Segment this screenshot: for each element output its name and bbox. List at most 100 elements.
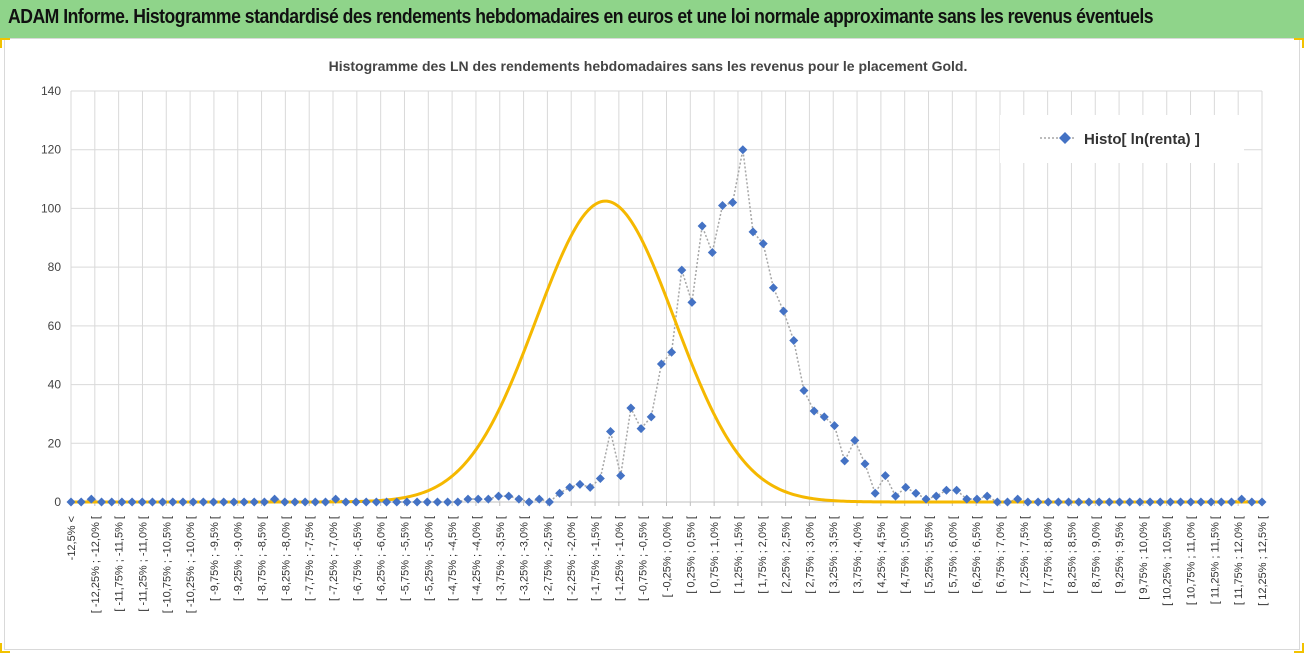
- data-point-marker: [972, 494, 982, 504]
- x-tick-label: [ -2,75% ; -2,5% [: [542, 516, 554, 601]
- data-point-marker: [86, 494, 96, 504]
- data-point-marker: [188, 497, 198, 507]
- x-tick-label: [ 5,25% ; 5,5% [: [924, 516, 936, 594]
- data-point-marker: [1125, 497, 1135, 507]
- x-tick-label: [ 9,25% ; 9,5% [: [1114, 516, 1126, 594]
- data-point-marker: [147, 497, 157, 507]
- data-point-marker: [66, 497, 76, 507]
- title-banner: ADAM Informe. Histogramme standardisé de…: [0, 0, 1304, 39]
- frame-corner-bottom-right: [1294, 643, 1304, 653]
- data-point-marker: [382, 497, 392, 507]
- data-point-marker: [1226, 497, 1236, 507]
- data-point-marker: [412, 497, 422, 507]
- x-tick-label: [ -11,25% ; -11,0% [: [137, 516, 149, 612]
- data-point-marker: [1196, 497, 1206, 507]
- data-point-marker: [911, 488, 921, 498]
- x-tick-label: [ 5,75% ; 6,0% [: [947, 516, 959, 594]
- chart-frame: [4, 38, 1300, 650]
- data-point-marker: [270, 494, 280, 504]
- data-point-marker: [320, 497, 330, 507]
- x-tick-label: [ 8,75% ; 9,0% [: [1090, 516, 1102, 594]
- x-tick-label: [ 4,75% ; 5,0% [: [900, 516, 912, 594]
- data-point-marker: [1033, 497, 1043, 507]
- data-point-marker: [1237, 494, 1247, 504]
- legend-diamond-marker: [1059, 132, 1071, 144]
- data-point-marker: [117, 497, 127, 507]
- x-tick-label: [ 12,25% ; 12,5% [: [1257, 516, 1269, 606]
- x-tick-label: [ -2,25% ; -2,0% [: [566, 516, 578, 601]
- data-point-marker: [443, 497, 453, 507]
- data-point-marker: [707, 247, 717, 257]
- data-point-marker: [1043, 497, 1053, 507]
- data-point-marker: [351, 497, 361, 507]
- x-tick-label: [ 4,25% ; 4,5% [: [876, 516, 888, 594]
- chart-title: Histogramme des LN des rendements hebdom…: [329, 58, 968, 74]
- data-point-marker: [819, 412, 829, 422]
- data-point-marker: [534, 494, 544, 504]
- data-point-marker: [809, 406, 819, 416]
- data-point-marker: [1206, 497, 1216, 507]
- y-tick-label: 120: [41, 143, 61, 157]
- x-tick-label: [ -3,75% ; -3,5% [: [495, 516, 507, 601]
- data-point-marker: [361, 497, 371, 507]
- data-point-marker: [483, 494, 493, 504]
- x-tick-label: [ 2,25% ; 2,5% [: [781, 516, 793, 594]
- data-point-marker: [1104, 497, 1114, 507]
- data-point-marker: [982, 491, 992, 501]
- legend-box: [1000, 115, 1244, 163]
- data-point-marker: [595, 474, 605, 484]
- data-point-marker: [371, 497, 381, 507]
- x-tick-label: [ -10,25% ; -10,0% [: [185, 516, 197, 613]
- data-point-marker: [880, 471, 890, 481]
- data-point-marker: [1094, 497, 1104, 507]
- data-point-marker: [768, 283, 778, 293]
- legend-label: Histo[ ln(renta) ]: [1084, 131, 1200, 148]
- data-point-marker: [870, 488, 880, 498]
- data-point-marker: [1176, 497, 1186, 507]
- frame-corner-bottom-left: [0, 643, 10, 653]
- data-point-marker: [300, 497, 310, 507]
- x-tick-label: [ -11,75% ; -11,5% [: [114, 516, 126, 612]
- data-point-marker: [249, 497, 259, 507]
- data-point-marker: [209, 497, 219, 507]
- x-tick-label: [ 8,25% ; 8,5% [: [1066, 516, 1078, 594]
- data-point-marker: [494, 491, 504, 501]
- data-point-marker: [1053, 497, 1063, 507]
- data-point-marker: [687, 297, 697, 307]
- x-tick-label: [ 10,75% ; 11,0% [: [1186, 516, 1198, 605]
- y-tick-label: 0: [54, 495, 61, 509]
- x-tick-label: [ 11,25% ; 11,5% [: [1209, 516, 1221, 604]
- data-point-marker: [656, 359, 666, 369]
- data-point-marker: [422, 497, 432, 507]
- data-point-marker: [341, 497, 351, 507]
- data-point-marker: [1247, 497, 1257, 507]
- data-point-marker: [97, 497, 107, 507]
- x-tick-label: [ 6,75% ; 7,0% [: [995, 516, 1007, 594]
- data-point-marker: [178, 497, 188, 507]
- data-point-marker: [432, 497, 442, 507]
- x-tick-label: [ -6,25% ; -6,0% [: [376, 516, 388, 601]
- data-point-marker: [331, 494, 341, 504]
- x-tick-label: [ 7,25% ; 7,5% [: [1019, 516, 1031, 594]
- data-point-marker: [127, 497, 137, 507]
- data-point-marker: [219, 497, 229, 507]
- data-point-marker: [524, 497, 534, 507]
- data-point-marker: [1257, 497, 1267, 507]
- data-point-marker: [738, 145, 748, 155]
- x-tick-label: [ -8,75% ; -8,5% [: [257, 516, 269, 601]
- data-point-marker: [1135, 497, 1145, 507]
- data-point-marker: [1145, 497, 1155, 507]
- frame-corner-top-right: [1294, 38, 1304, 48]
- data-point-marker: [453, 497, 463, 507]
- data-point-marker: [1186, 497, 1196, 507]
- data-point-marker: [544, 497, 554, 507]
- x-tick-label: [ 2,75% ; 3,0% [: [804, 516, 816, 594]
- data-point-marker: [555, 488, 565, 498]
- data-point-marker: [931, 491, 941, 501]
- data-point-marker: [239, 497, 249, 507]
- x-tick-label: [ -5,75% ; -5,5% [: [399, 516, 411, 601]
- data-point-marker: [697, 221, 707, 231]
- data-point-marker: [463, 494, 473, 504]
- y-axis-ticks: 0 20 40 60 80 100 120 140: [41, 84, 61, 509]
